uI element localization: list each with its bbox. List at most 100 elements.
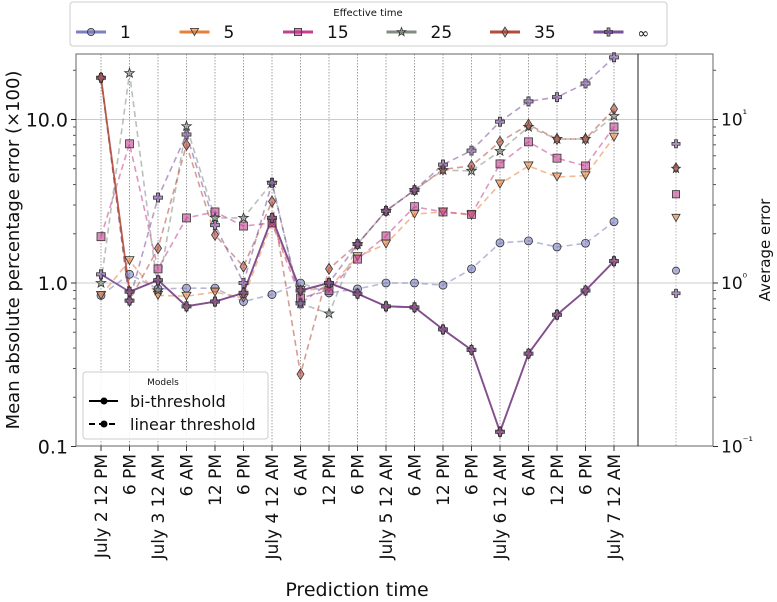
- marker-square: [438, 207, 448, 217]
- marker-star: [494, 144, 506, 157]
- marker-plus: [523, 348, 534, 359]
- marker-plus: [267, 177, 277, 188]
- marker-square: [581, 161, 590, 171]
- legend-entry-label: 5: [224, 23, 235, 43]
- marker-square: [552, 153, 562, 163]
- average-marker: [671, 288, 681, 298]
- marker-diamond: [553, 132, 561, 146]
- marker-square: [153, 264, 163, 274]
- marker-triangle: [209, 287, 221, 297]
- marker-star: [396, 26, 407, 37]
- y2-tick-exponent: ⁻¹: [743, 435, 753, 448]
- average-marker: [672, 162, 680, 174]
- legend-entry-bi-threshold: bi-threshold: [130, 392, 226, 411]
- marker-triangle: [189, 27, 200, 37]
- marker-diamond: [610, 102, 618, 116]
- x-tick-label: 12 PM: [206, 454, 226, 506]
- y2-tick-label: 10¹: [721, 108, 747, 131]
- legend-effective-time: Effective time 1 5 15 25 35 ∞: [69, 1, 668, 47]
- x-tick-label: 6 PM: [463, 454, 483, 495]
- marker-plus: [210, 296, 220, 307]
- marker-star: [123, 66, 136, 79]
- marker-circle: [438, 280, 448, 290]
- marker-square: [410, 202, 419, 212]
- marker-diamond: [325, 262, 333, 276]
- average-marker: [671, 139, 681, 149]
- marker-triangle: [551, 172, 563, 182]
- legend-entry-label: 25: [431, 23, 453, 43]
- x-tick-label: 6 AM: [406, 454, 426, 497]
- marker-square: [239, 221, 248, 231]
- marker-plus: [409, 185, 420, 195]
- marker-plus: [324, 278, 334, 288]
- marker-square: [96, 232, 106, 242]
- y-tick-label: 0.1: [38, 437, 68, 459]
- average-marker: [672, 266, 681, 275]
- y-axis-label: Mean absolute percentage error (×100): [3, 71, 24, 430]
- x-tick-label: July 2 12 PM: [92, 454, 112, 559]
- marker-plus: [495, 116, 505, 127]
- marker-triangle: [124, 256, 135, 266]
- x-tick-label: 6 PM: [235, 454, 255, 495]
- marker-diamond: [501, 26, 509, 38]
- marker-plus: [295, 285, 306, 296]
- marker-plus: [495, 426, 505, 437]
- marker-square: [125, 139, 134, 149]
- marker-diamond: [467, 159, 476, 173]
- legend-entry-linear-threshold: linear threshold: [130, 415, 256, 434]
- marker-star: [209, 211, 221, 224]
- marker-triangle: [608, 132, 620, 142]
- x-axis-label: Prediction time: [285, 579, 428, 598]
- marker-square: [293, 27, 302, 36]
- y-tick-label: 10.0: [26, 110, 68, 132]
- marker-diamond: [97, 71, 105, 85]
- marker-plus: [523, 96, 534, 107]
- x-tick-label: 6 PM: [121, 454, 141, 495]
- marker-plus: [181, 129, 192, 140]
- y-tick-label: 1.0: [38, 273, 68, 295]
- marker-circle: [467, 264, 476, 274]
- marker-square: [353, 254, 362, 264]
- marker-plus: [466, 344, 477, 355]
- marker-circle: [267, 290, 277, 299]
- series-markers: [95, 52, 682, 439]
- marker-plus: [438, 324, 448, 335]
- x-tick-label: 6 PM: [349, 454, 369, 495]
- y2-tick-exponent: ¹: [743, 108, 747, 121]
- marker-plus: [604, 27, 613, 37]
- marker-circle: [381, 278, 391, 288]
- marker-triangle: [95, 290, 107, 301]
- marker-plus: [466, 145, 477, 156]
- marker-circle: [609, 217, 619, 227]
- legend-entry-label: 15: [327, 23, 349, 43]
- y2-tick-label: 10⁻¹: [721, 435, 753, 458]
- x-tick-label: July 4 12 AM: [263, 454, 283, 561]
- marker-plus: [352, 288, 363, 299]
- marker-star: [95, 276, 107, 288]
- marker-triangle: [580, 171, 591, 181]
- marker-triangle: [409, 209, 420, 219]
- marker-diamond: [296, 367, 305, 381]
- y2-tick-exponent: ⁰: [743, 271, 748, 284]
- marker-plus: [210, 220, 220, 231]
- marker-plus: [181, 301, 192, 312]
- marker-plus: [295, 298, 306, 309]
- marker-circle: [552, 242, 562, 252]
- marker-plus: [580, 285, 591, 296]
- marker-plus: [267, 213, 277, 223]
- marker-plus: [238, 287, 249, 298]
- average-marker: [672, 190, 681, 199]
- marker-circle: [524, 236, 533, 246]
- marker-square: [381, 231, 391, 241]
- marker-star: [323, 307, 335, 319]
- marker-plus: [580, 78, 591, 89]
- marker-plus: [352, 239, 363, 249]
- marker-star: [152, 284, 164, 296]
- marker-plus: [409, 302, 420, 313]
- y2-tick-label: 10⁰: [721, 271, 748, 294]
- marker-plus: [552, 309, 562, 320]
- marker-plus: [124, 295, 135, 306]
- marker-plus: [438, 159, 448, 170]
- marker-circle: [410, 278, 419, 288]
- marker-plus: [552, 92, 562, 103]
